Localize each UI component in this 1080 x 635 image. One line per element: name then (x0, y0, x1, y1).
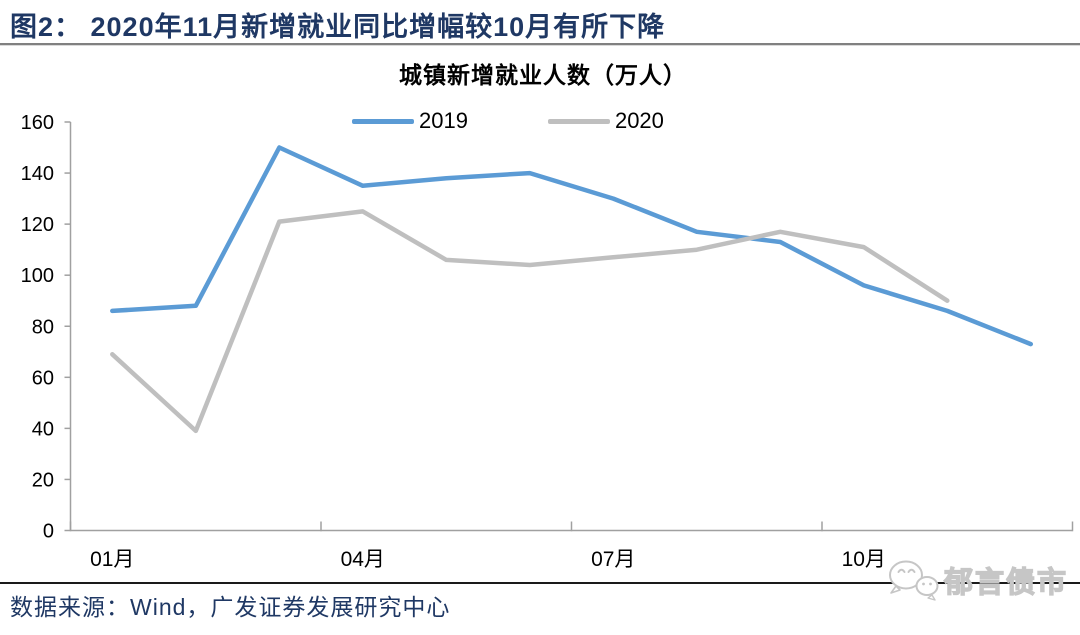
legend-swatch (352, 118, 414, 124)
data-source: 数据来源：Wind，广发证券发展研究中心 (10, 594, 451, 620)
figure-title: 图2： 2020年11月新增就业同比增幅较10月有所下降 (10, 12, 666, 42)
legend-swatch (547, 118, 610, 124)
title-divider (0, 43, 1080, 46)
footer-divider (0, 582, 1080, 584)
legend-label: 2020 (614, 108, 664, 133)
y-axis-label: 160 (21, 112, 54, 134)
chart-title: 城镇新增就业人数（万人） (399, 62, 687, 88)
y-axis-label: 20 (32, 469, 54, 491)
legend-item-2019: 2019 (352, 108, 468, 134)
legend-label: 2019 (419, 108, 468, 133)
y-axis-label: 140 (21, 163, 54, 185)
x-axis-label: 01月 (90, 548, 134, 571)
chart-legend: 2019 2020 (352, 108, 664, 134)
y-axis-label: 120 (21, 214, 54, 236)
x-axis-label: 07月 (591, 548, 635, 571)
y-axis-label: 80 (32, 316, 54, 338)
series-line-2020 (110, 209, 950, 434)
y-axis-label: 60 (32, 367, 54, 389)
wechat-icon (889, 560, 939, 601)
y-axis-label: 40 (32, 418, 54, 440)
y-axis-label: 100 (21, 265, 54, 287)
legend-item-2020: 2020 (547, 108, 664, 134)
watermark-logo: 郁言债市 (889, 560, 1068, 601)
watermark-text: 郁言债市 (943, 565, 1068, 599)
y-axis-label: 0 (43, 521, 54, 543)
series-line-2019 (110, 145, 1034, 347)
x-axis-label: 04月 (341, 548, 385, 571)
x-axis-label: 10月 (842, 548, 886, 571)
